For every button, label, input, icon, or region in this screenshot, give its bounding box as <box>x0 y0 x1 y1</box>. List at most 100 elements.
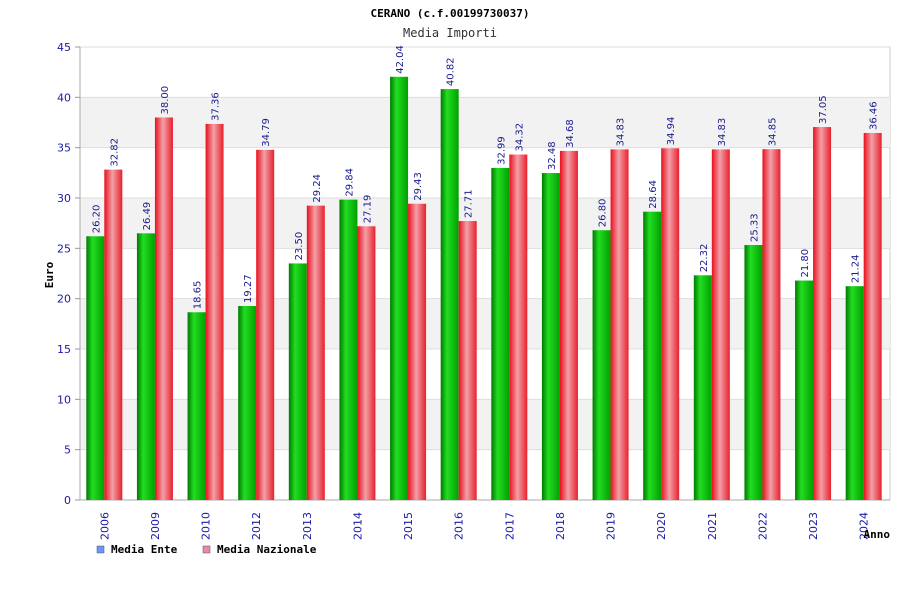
bar-media-ente <box>390 76 409 500</box>
y-tick-label: 35 <box>57 142 71 155</box>
bar-media-nazionale <box>256 149 275 500</box>
bar-value-label: 21.24 <box>851 255 862 284</box>
x-tick-label: 2021 <box>706 512 719 540</box>
bar-value-label: 40.82 <box>446 57 457 86</box>
legend-label: Media Ente <box>111 543 178 556</box>
bar-value-label: 32.82 <box>109 138 120 167</box>
bar-value-label: 38.00 <box>160 86 171 115</box>
bar-value-label: 32.48 <box>547 141 558 170</box>
bar-value-label: 34.83 <box>717 118 728 147</box>
bar-media-ente <box>187 312 206 500</box>
bar-media-nazionale <box>559 150 578 500</box>
chart-title: CERANO (c.f.00199730037) <box>371 7 530 20</box>
bar-media-nazionale <box>762 149 781 500</box>
bar-value-label: 26.80 <box>598 199 609 228</box>
y-axis-ticks: 0 5 10 15 20 25 30 35 40 45 <box>57 41 80 507</box>
bar-media-nazionale <box>711 149 730 501</box>
bar-value-label: 37.05 <box>818 95 829 124</box>
bar-media-ente <box>491 167 510 500</box>
x-tick-label: 2022 <box>756 512 769 540</box>
bar-media-nazionale <box>408 203 427 500</box>
bar-media-ente <box>440 89 459 500</box>
bar-value-label: 34.83 <box>616 118 627 147</box>
bar-value-label: 27.19 <box>362 195 373 224</box>
bar-media-ente <box>541 173 560 500</box>
bar-media-ente <box>339 199 358 501</box>
x-tick-label: 2014 <box>351 512 364 540</box>
legend: Media Ente Media Nazionale <box>96 543 317 556</box>
bar-value-label: 32.99 <box>496 136 507 165</box>
bar-media-nazionale <box>509 154 528 500</box>
bar-media-ente <box>693 275 712 500</box>
x-tick-label: 2012 <box>250 512 263 540</box>
bar-media-ente <box>845 286 864 500</box>
bar-value-label: 26.20 <box>91 205 102 234</box>
bar-media-nazionale <box>813 127 832 500</box>
bar-value-label: 19.27 <box>243 274 254 303</box>
bar-media-ente <box>238 306 257 500</box>
y-tick-label: 5 <box>64 444 71 457</box>
bar-value-label: 36.46 <box>869 101 880 130</box>
y-tick-label: 30 <box>57 192 71 205</box>
legend-label: Media Nazionale <box>217 543 317 556</box>
x-tick-label: 2006 <box>98 512 111 540</box>
bar-media-nazionale <box>154 117 173 500</box>
bar-value-label: 34.85 <box>767 118 778 147</box>
value-labels-group: 26.20 32.82 26.49 38.00 18.65 37.36 19.27 34.79… <box>91 45 879 309</box>
x-tick-label: 2010 <box>200 512 213 540</box>
x-tick-label: 2009 <box>149 512 162 540</box>
bars-group <box>86 76 882 501</box>
legend-swatch <box>96 545 105 554</box>
bar-value-label: 26.49 <box>142 202 153 231</box>
bar-value-label: 29.24 <box>312 174 323 203</box>
bar-media-nazionale <box>458 221 477 500</box>
bar-value-label: 34.68 <box>565 119 576 148</box>
bar-value-label: 42.04 <box>395 45 406 74</box>
bar-media-ente <box>86 236 105 500</box>
bar-media-nazionale <box>661 148 680 500</box>
x-tick-label: 2019 <box>605 512 618 540</box>
bar-media-ente <box>643 211 662 500</box>
x-tick-label: 2023 <box>807 512 820 540</box>
bar-value-label: 29.84 <box>344 168 355 197</box>
x-axis-ticks: 2006 2009 2010 2012 2013 2014 2015 2016 2017 2018… <box>98 512 870 540</box>
bar-media-ente <box>592 230 611 501</box>
bar-value-label: 22.32 <box>699 244 710 273</box>
bar-value-label: 18.65 <box>193 281 204 310</box>
y-tick-label: 0 <box>64 494 71 507</box>
x-tick-label: 2013 <box>301 512 314 540</box>
bar-media-nazionale <box>610 149 629 501</box>
bar-value-label: 25.33 <box>749 213 760 242</box>
y-tick-label: 45 <box>57 41 71 54</box>
legend-swatch <box>202 545 211 554</box>
x-tick-label: 2017 <box>503 512 516 540</box>
bar-value-label: 21.80 <box>800 249 811 278</box>
bar-media-ente <box>795 280 814 500</box>
x-tick-label: 2024 <box>858 512 871 540</box>
chart-subtitle: Media Importi <box>403 26 497 40</box>
bar-media-nazionale <box>306 205 325 500</box>
x-tick-label: 2020 <box>655 512 668 540</box>
x-tick-label: 2016 <box>453 512 466 540</box>
y-tick-label: 25 <box>57 242 71 255</box>
bar-value-label: 37.36 <box>211 92 222 121</box>
bar-media-ente <box>288 263 307 500</box>
bar-value-label: 34.79 <box>261 118 272 147</box>
bar-value-label: 28.64 <box>648 180 659 209</box>
bar-value-label: 27.71 <box>464 189 475 218</box>
bar-media-nazionale <box>357 226 376 500</box>
x-tick-label: 2018 <box>554 512 567 540</box>
bar-media-nazionale <box>205 123 224 500</box>
bar-value-label: 29.43 <box>413 172 424 201</box>
bar-media-ente <box>136 233 155 501</box>
y-tick-label: 10 <box>57 393 71 406</box>
y-axis-title: Euro <box>43 261 56 288</box>
bar-value-label: 23.50 <box>294 232 305 261</box>
x-axis-title: Anno <box>864 528 891 541</box>
y-tick-label: 40 <box>57 91 71 104</box>
bar-media-nazionale <box>104 169 123 500</box>
bar-media-ente <box>744 245 763 500</box>
bar-media-nazionale <box>863 132 882 500</box>
